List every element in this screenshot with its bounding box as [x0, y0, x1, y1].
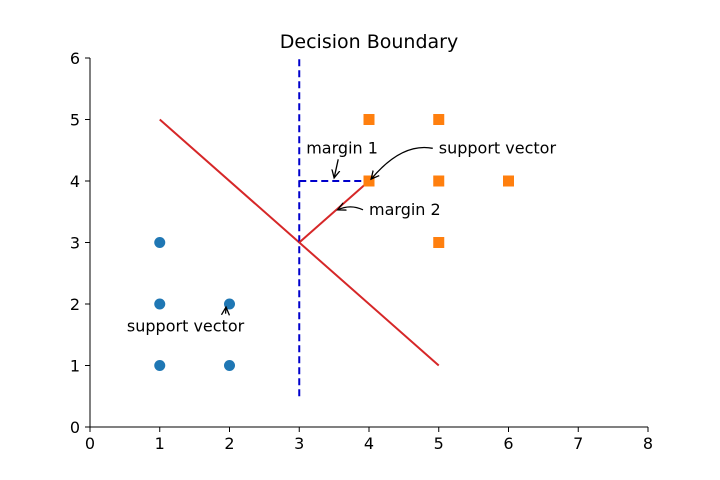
y-tick-label: 4: [70, 172, 80, 191]
y-tick-label: 3: [70, 234, 80, 253]
x-tick-label: 2: [224, 434, 234, 453]
chart-title: Decision Boundary: [280, 31, 458, 53]
line-3: [298, 180, 370, 244]
x-tick-label: 6: [503, 434, 513, 453]
annotation-arrow: [338, 207, 364, 210]
annotation-label: support vector: [439, 138, 557, 157]
y-tick-label: 2: [70, 295, 80, 314]
annotation-arrow: [334, 159, 338, 178]
x-tick-label: 5: [434, 434, 444, 453]
x-tick-label: 0: [85, 434, 95, 453]
x-tick-label: 8: [643, 434, 653, 453]
point-circle-0: [154, 360, 166, 371]
annotation-label: support vector: [127, 317, 245, 336]
x-tick-label: 4: [364, 434, 374, 453]
point-circle-3: [224, 360, 235, 371]
y-tick-label: 1: [70, 357, 80, 376]
point-square-5: [503, 175, 514, 187]
annotation-label: margin 1: [306, 138, 378, 157]
x-tick-label: 1: [155, 434, 165, 453]
point-circle-2: [154, 237, 166, 248]
y-tick-label: 0: [70, 418, 80, 437]
annotation-arrow: [371, 146, 433, 179]
point-square-3: [433, 175, 445, 187]
point-square-4: [433, 114, 445, 125]
x-tick-label: 7: [573, 434, 583, 453]
point-square-1: [363, 114, 375, 125]
x-tick-label: 3: [294, 434, 304, 453]
point-circle-1: [154, 298, 166, 310]
point-square-2: [433, 237, 445, 248]
point-square-0: [363, 175, 375, 187]
y-tick-label: 5: [70, 111, 80, 130]
annotation-label: margin 2: [369, 200, 441, 219]
y-tick-label: 6: [70, 49, 80, 68]
